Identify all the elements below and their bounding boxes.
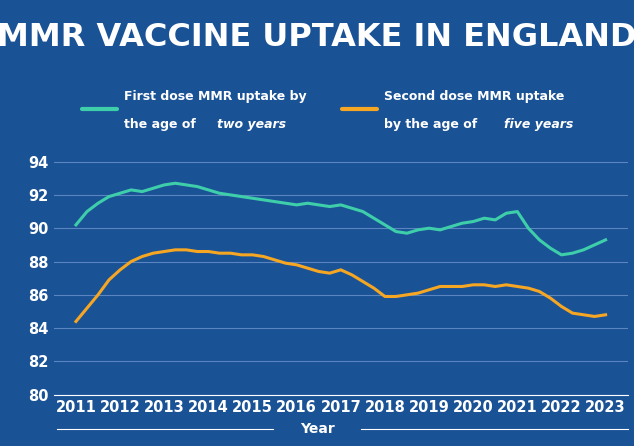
Text: Second dose MMR uptake: Second dose MMR uptake bbox=[384, 90, 564, 103]
Text: two years: two years bbox=[217, 118, 287, 131]
Text: by the age of: by the age of bbox=[384, 118, 481, 131]
Text: Year: Year bbox=[300, 422, 334, 436]
Text: First dose MMR uptake by: First dose MMR uptake by bbox=[124, 90, 306, 103]
Text: MMR VACCINE UPTAKE IN ENGLAND: MMR VACCINE UPTAKE IN ENGLAND bbox=[0, 22, 634, 54]
Text: five years: five years bbox=[504, 118, 573, 131]
Text: the age of: the age of bbox=[124, 118, 200, 131]
